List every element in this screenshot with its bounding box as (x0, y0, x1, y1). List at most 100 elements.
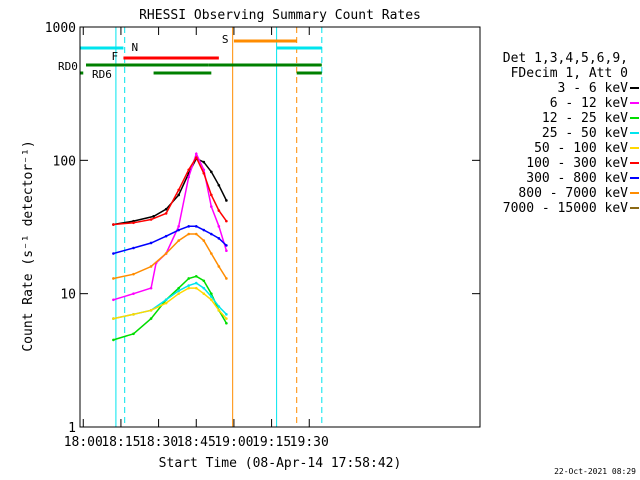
x-tick-label: 19:00 (214, 435, 253, 450)
data-point (112, 277, 115, 280)
data-point (194, 152, 198, 156)
x-tick-label: 19:30 (290, 435, 329, 450)
data-point (164, 298, 168, 302)
data-point (210, 298, 213, 302)
data-point (164, 301, 168, 305)
data-point (177, 239, 180, 242)
data-point (132, 313, 135, 316)
data-point (202, 239, 206, 242)
data-point (210, 252, 213, 255)
series-line (113, 155, 228, 226)
data-point (187, 168, 191, 172)
data-point (187, 225, 191, 228)
y-tick-label: 100 (53, 154, 76, 169)
data-point (194, 281, 198, 285)
data-point (210, 170, 213, 174)
x-tick-label: 18:15 (101, 435, 140, 450)
data-point (164, 207, 168, 211)
legend-entry: 300 - 800 keV (526, 171, 628, 186)
plot-frame (79, 26, 481, 428)
flag-label-rd0: RD0 (58, 60, 78, 73)
data-point (177, 225, 180, 228)
legend-entry: 7000 - 15000 keV (503, 201, 628, 216)
data-point (112, 317, 115, 320)
x-tick-label: 18:00 (64, 435, 103, 450)
data-point (149, 317, 153, 320)
data-point (210, 232, 213, 236)
data-point (194, 225, 198, 228)
chart-title: RHESSI Observing Summary Count Rates (139, 8, 421, 23)
data-point (132, 221, 135, 225)
data-point (187, 232, 191, 236)
data-point (149, 241, 153, 245)
data-point (217, 225, 221, 228)
legend-header-line-2: FDecim 1, Att 0 (511, 66, 628, 81)
legend-entry: 100 - 300 keV (526, 156, 628, 171)
data-point (202, 171, 206, 175)
flag-label-rd6: RD6 (92, 68, 112, 81)
data-point (177, 292, 180, 295)
data-point (132, 292, 135, 295)
data-point (210, 205, 213, 208)
x-axis-label: Start Time (08-Apr-14 17:58:42) (159, 456, 402, 471)
data-point (177, 193, 180, 197)
data-point (149, 265, 153, 268)
data-point (217, 183, 221, 187)
legend-entry: 800 - 7000 keV (518, 186, 628, 201)
legend-entry: 6 - 12 keV (550, 96, 628, 111)
data-point (112, 223, 115, 226)
data-point (132, 272, 135, 276)
y-tick-label: 1000 (45, 21, 76, 36)
data-point (194, 286, 198, 290)
legend-header-line-1: Det 1,3,4,5,6,9, (503, 51, 628, 66)
legend-entry: 12 - 25 keV (542, 111, 628, 126)
data-point (132, 332, 135, 336)
data-point (210, 295, 213, 298)
series-line (113, 151, 228, 301)
series-line (113, 287, 227, 320)
flag-label-n: N (131, 41, 138, 54)
data-point (194, 232, 198, 236)
data-point (177, 188, 180, 192)
data-point (149, 218, 153, 221)
data-point (202, 279, 206, 283)
data-point (217, 265, 221, 268)
legend-entry: 3 - 6 keV (558, 81, 629, 96)
x-tick-label: 18:45 (177, 435, 216, 450)
legend-entry: 25 - 50 keV (542, 126, 628, 141)
x-tick-label: 19:15 (252, 435, 291, 450)
data-point (210, 292, 213, 295)
y-tick-label: 10 (60, 288, 76, 303)
data-point (152, 215, 155, 218)
data-point (202, 160, 206, 164)
data-point (210, 193, 213, 197)
data-point (177, 289, 180, 293)
series-line (113, 275, 228, 341)
flag-label-f: F (111, 50, 118, 63)
data-point (187, 277, 191, 280)
data-point (225, 277, 228, 280)
data-point (187, 284, 191, 287)
data-point (225, 199, 228, 202)
data-point (164, 252, 168, 255)
data-point (187, 175, 191, 179)
flag-label-s: S (222, 33, 229, 46)
data-point (194, 274, 198, 278)
data-point (202, 292, 206, 295)
data-point (177, 228, 180, 232)
data-point (149, 286, 153, 290)
data-point (225, 219, 228, 223)
data-point (217, 209, 221, 212)
data-point (187, 286, 191, 290)
data-point (112, 338, 115, 342)
data-point (225, 317, 228, 320)
data-point (112, 252, 115, 255)
timestamp: 22-Oct-2021 08:29 (554, 467, 636, 476)
x-tick-label: 18:30 (139, 435, 178, 450)
data-point (225, 244, 228, 247)
y-tick-label: 1 (68, 421, 76, 436)
y-axis-label: Count Rate (s⁻¹ detector⁻¹) (21, 140, 36, 351)
data-point (149, 309, 153, 312)
